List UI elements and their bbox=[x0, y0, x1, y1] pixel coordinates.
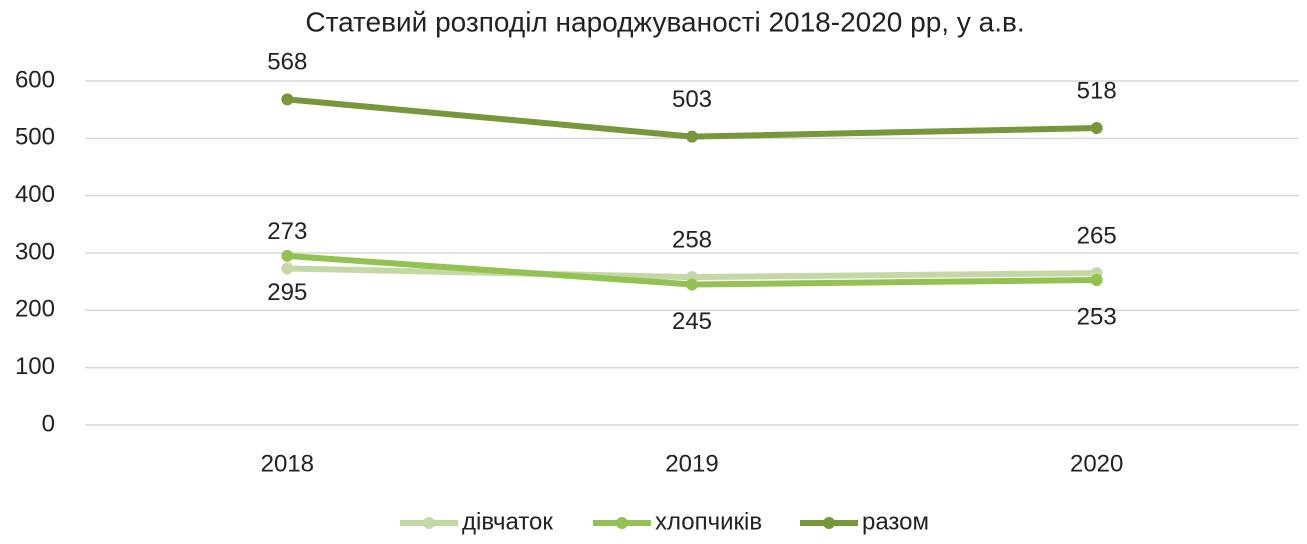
x-tick-label: 2020 bbox=[1070, 450, 1123, 477]
data-label: 253 bbox=[1077, 303, 1117, 330]
y-tick-label: 100 bbox=[15, 353, 55, 380]
data-label: 503 bbox=[672, 86, 712, 113]
y-tick-label: 600 bbox=[15, 66, 55, 93]
data-label: 245 bbox=[672, 308, 712, 335]
x-tick-label: 2018 bbox=[261, 450, 314, 477]
point bbox=[686, 278, 698, 291]
legend-label: разом bbox=[862, 508, 929, 535]
legend-marker bbox=[423, 517, 435, 529]
data-label: 568 bbox=[267, 49, 307, 76]
data-label: 273 bbox=[267, 218, 307, 245]
y-tick-label: 300 bbox=[15, 238, 55, 265]
y-tick-label: 0 bbox=[42, 410, 55, 437]
legend-label: хлопчиків bbox=[655, 508, 762, 535]
data-label: 295 bbox=[267, 279, 307, 306]
x-tick-label: 2019 bbox=[665, 450, 718, 477]
chart-title: Статевий розподіл народжуваності 2018-20… bbox=[305, 6, 1024, 37]
data-label: 265 bbox=[1077, 222, 1117, 249]
point bbox=[281, 93, 294, 106]
y-tick-label: 400 bbox=[15, 181, 55, 208]
y-tick-label: 200 bbox=[15, 296, 55, 323]
y-tick-label: 500 bbox=[15, 124, 55, 151]
legend-label: дівчаток bbox=[462, 508, 553, 535]
data-label: 258 bbox=[672, 226, 712, 253]
data-label: 518 bbox=[1077, 77, 1117, 104]
legend-marker bbox=[616, 517, 628, 529]
point bbox=[281, 262, 294, 275]
point bbox=[1090, 273, 1103, 286]
point bbox=[1090, 122, 1103, 135]
point bbox=[686, 130, 698, 143]
point bbox=[281, 249, 294, 262]
legend-marker bbox=[823, 517, 835, 529]
